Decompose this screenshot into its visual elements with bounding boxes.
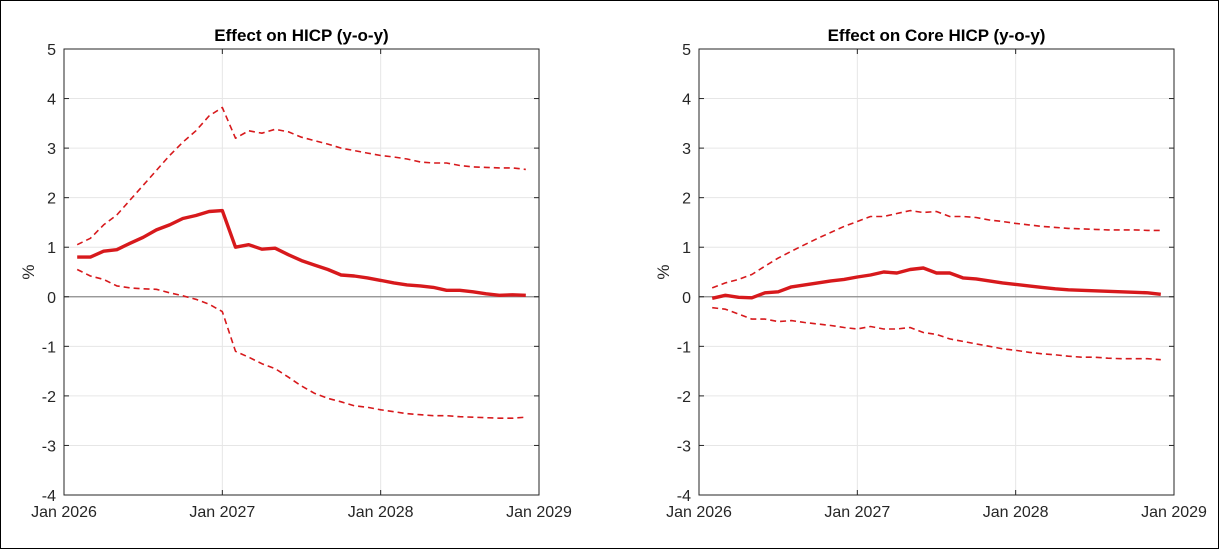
hicp-chart-title: Effect on HICP (y-o-y) [214,26,388,45]
hicp-ytick-label: 3 [47,141,56,158]
core-hicp-ytick-label: -1 [677,339,691,356]
core-hicp-ytick-label: 4 [682,92,691,109]
hicp-ytick-label: -1 [42,339,56,356]
hicp-xtick-label: Jan 2028 [348,504,414,521]
core-hicp-ytick-label: 3 [682,141,691,158]
core-hicp-xtick-label: Jan 2026 [666,504,732,521]
hicp-ytick-label: -4 [42,488,56,505]
core-hicp-ytick-label: 0 [682,290,691,307]
core-hicp-series-line-median [711,266,1161,300]
hicp-ytick-label: 5 [47,42,56,59]
core-hicp-ytick-label: -3 [677,438,691,455]
core-hicp-ytick-label: -4 [677,488,691,505]
chart-hicp: -4 -3 -2 -1 0 1 2 3 4 5 Jan 2026 Jan 2027 Jan 2028 Ja… [19,26,572,521]
hicp-ytick-label: 4 [47,92,56,109]
core-hicp-series-line-upper-band [711,209,1161,289]
hicp-plot-area [64,49,539,495]
core-hicp-series-line-lower-band [712,306,1161,361]
hicp-ytick-label: 0 [47,290,56,307]
core-hicp-ytick-label: 2 [682,191,691,208]
hicp-y-axis-label: % [19,264,38,279]
hicp-ytick-label: -3 [42,438,56,455]
core-hicp-ytick-label: 5 [682,42,691,59]
hicp-xtick-label: Jan 2027 [189,504,255,521]
hicp-ytick-label: 1 [47,240,56,257]
hicp-axes-box [63,48,540,496]
chart-core-hicp: -4 -3 -2 -1 0 1 2 3 4 5 Jan 2026 Jan 2027 Jan 2028 Ja… [654,26,1207,521]
core-hicp-xtick-label: Jan 2028 [983,504,1049,521]
hicp-series-line-upper-band [76,106,526,246]
core-hicp-y-axis-label: % [654,264,673,279]
core-hicp-chart-title: Effect on Core HICP (y-o-y) [828,26,1046,45]
hicp-xtick-label: Jan 2026 [31,504,97,521]
hicp-xtick-label: Jan 2029 [506,504,572,521]
hicp-ytick-label: -2 [42,389,56,406]
core-hicp-ytick-label: 1 [682,240,691,257]
core-hicp-axes-box [698,48,1175,496]
hicp-ytick-label: 2 [47,191,56,208]
core-hicp-xtick-label: Jan 2027 [824,504,890,521]
hicp-series-line-lower-band [76,268,526,420]
core-hicp-xtick-label: Jan 2029 [1141,504,1207,521]
core-hicp-ytick-label: -2 [677,389,691,406]
hicp-series-line-median [77,208,526,297]
